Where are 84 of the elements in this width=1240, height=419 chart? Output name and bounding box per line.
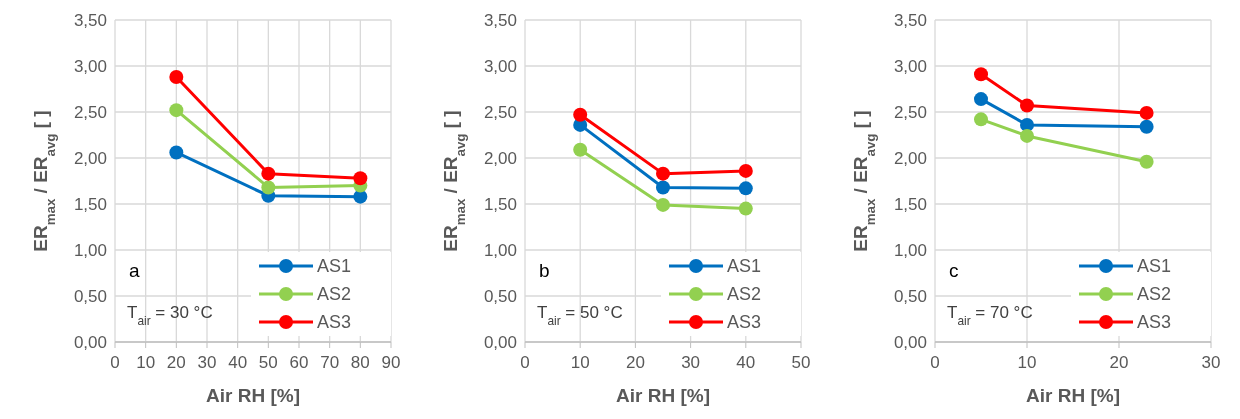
x-tick-label: 20 <box>1109 353 1129 372</box>
x-axis-title: Air RH [%] <box>1026 385 1120 406</box>
y-tick-label: 2,50 <box>893 102 927 122</box>
point <box>738 163 753 178</box>
point <box>656 180 670 195</box>
x-tick-label: 10 <box>1017 353 1037 372</box>
y-tick-label: 2,50 <box>73 102 107 122</box>
x-tick-label: 70 <box>320 353 340 372</box>
legend-label: AS1 <box>1137 256 1172 277</box>
x-tick-label: 10 <box>570 353 590 372</box>
y-tick-label: 3,00 <box>893 56 927 76</box>
y-tick-label: 0,00 <box>483 332 517 352</box>
legend-label: AS1 <box>317 256 352 277</box>
x-tick-label: 90 <box>381 353 401 372</box>
y-tick-label: 0,50 <box>73 286 107 306</box>
point <box>261 180 276 195</box>
point <box>169 70 184 85</box>
point <box>974 92 988 107</box>
x-tick-label: 80 <box>350 353 370 372</box>
y-tick-label: 1,00 <box>483 240 517 260</box>
y-tick-label: 1,50 <box>893 194 927 214</box>
point <box>169 145 184 160</box>
legend-label: AS3 <box>1137 312 1172 333</box>
point <box>974 67 988 82</box>
y-tick-label: 0,50 <box>893 286 927 306</box>
x-tick-label: 60 <box>289 353 309 372</box>
y-tick-label: 3,50 <box>483 10 517 30</box>
annotation: a <box>129 260 140 281</box>
point <box>1139 119 1154 134</box>
legend-label: AS3 <box>727 312 762 333</box>
y-tick-label: 2,50 <box>483 102 517 122</box>
point <box>353 171 368 186</box>
annotation: T$_{air}$ = 70 °C <box>947 303 1033 328</box>
annotation: T$_{air}$ = 50 °C <box>537 303 623 328</box>
y-tick-label: 3,00 <box>483 56 517 76</box>
x-tick-label: 40 <box>228 353 248 372</box>
y-tick-label: 1,50 <box>483 194 517 214</box>
y-tick-label: 1,00 <box>893 240 927 260</box>
x-tick-label: 0 <box>930 353 940 372</box>
x-tick-label: 20 <box>625 353 645 372</box>
point <box>974 112 988 127</box>
annotation: T$_{air}$ = 30 °C <box>127 303 213 328</box>
x-tick-label: 50 <box>791 353 811 372</box>
point <box>573 142 588 157</box>
y-tick-label: 3,50 <box>73 10 107 30</box>
point <box>1020 128 1034 143</box>
x-tick-label: 30 <box>681 353 701 372</box>
point <box>261 166 276 181</box>
x-axis-title: Air RH [%] <box>206 385 300 406</box>
y-tick-label: 3,00 <box>73 56 107 76</box>
annotation: c <box>949 260 959 281</box>
x-tick-label: 0 <box>520 353 530 372</box>
point <box>656 197 670 212</box>
y-tick-label: 0,00 <box>893 332 927 352</box>
y-tick-label: 0,00 <box>73 332 107 352</box>
y-tick-label: 0,50 <box>483 286 517 306</box>
y-tick-label: 2,00 <box>483 148 517 168</box>
legend-label: AS2 <box>317 284 352 305</box>
x-tick-label: 40 <box>736 353 756 372</box>
x-tick-label: 30 <box>1201 353 1221 372</box>
point <box>1139 154 1154 169</box>
legend-label: AS1 <box>727 256 762 277</box>
legend-label: AS2 <box>727 284 762 305</box>
point <box>1020 98 1034 113</box>
point <box>1139 105 1154 120</box>
y-tick-label: 2,00 <box>73 148 107 168</box>
x-tick-label: 20 <box>166 353 186 372</box>
x-tick-label: 0 <box>110 353 120 372</box>
y-tick-label: 1,00 <box>73 240 107 260</box>
x-tick-label: 50 <box>258 353 278 372</box>
x-tick-label: 30 <box>197 353 217 372</box>
y-tick-label: 3,50 <box>893 10 927 30</box>
annotation: b <box>539 260 550 281</box>
point <box>656 166 670 181</box>
y-tick-label: 1,50 <box>73 194 107 214</box>
point <box>738 201 753 216</box>
legend-label: AS3 <box>317 312 352 333</box>
y-tick-label: 2,00 <box>893 148 927 168</box>
x-tick-label: 10 <box>136 353 156 372</box>
point <box>738 181 753 196</box>
point <box>573 107 588 122</box>
legend-label: AS2 <box>1137 284 1172 305</box>
x-axis-title: Air RH [%] <box>616 385 710 406</box>
point <box>169 103 184 118</box>
